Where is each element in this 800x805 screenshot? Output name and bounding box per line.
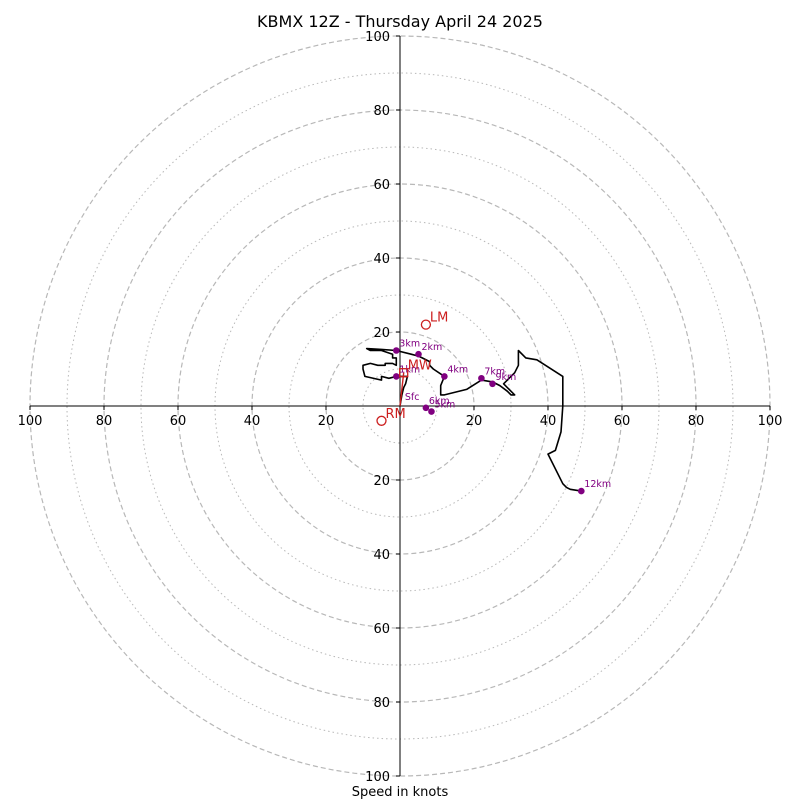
x-tick-label: 80 [688, 414, 705, 429]
storm-motion-vectors: LM MW RM [376, 311, 448, 426]
height-marker-dot [422, 404, 430, 412]
height-marker-dot [393, 373, 400, 380]
height-marker-label: 4km [447, 364, 468, 375]
x-tick-label: 100 [758, 414, 783, 429]
y-tick-label: 20 [373, 326, 390, 341]
storm-motion-marker [420, 319, 432, 330]
height-marker-label: 1km [399, 364, 420, 375]
y-tick-label: 100 [365, 30, 390, 45]
y-tick-label: 60 [373, 622, 390, 637]
chart-title: KBMX 12Z - Thursday April 24 2025 [257, 12, 543, 31]
mean-wind-vector [399, 372, 405, 407]
y-tick-label: 100 [365, 770, 390, 785]
height-marker-dot [441, 373, 448, 380]
height-marker-label: 5km [434, 400, 455, 411]
x-tick-label: 60 [170, 414, 187, 429]
x-tick-label: 20 [318, 414, 335, 429]
mean-wind-marker [399, 368, 409, 378]
height-marker-label: 12km [584, 479, 611, 490]
y-tick-label: 80 [373, 696, 390, 711]
height-marker-label: 3km [399, 339, 420, 350]
height-marker-label: 7km [484, 366, 505, 377]
height-marker-dot [478, 374, 485, 382]
height-marker-label: 6km [429, 396, 450, 407]
storm-motion-label: LM [430, 311, 448, 326]
y-tick-label: 40 [373, 548, 390, 563]
x-tick-label: 40 [244, 414, 261, 429]
x-tick-label: 80 [96, 414, 113, 429]
y-tick-label: 60 [373, 178, 390, 193]
storm-motion-label: RM [386, 407, 406, 422]
x-tick-label: 60 [614, 414, 631, 429]
hodograph-line [362, 347, 582, 492]
height-marker-dot [489, 380, 496, 388]
x-axis-label: Speed in knots [352, 785, 449, 800]
height-marker-dot [393, 347, 400, 354]
y-tick-labels: 100 80 60 40 20 20 40 60 80 100 [365, 30, 400, 785]
y-tick-label: 40 [373, 252, 390, 267]
height-marker-label: 2km [422, 342, 443, 353]
height-marker-dot [428, 408, 435, 415]
hodograph-series [362, 347, 582, 492]
x-tick-label: 40 [540, 414, 557, 429]
y-tick-label: 20 [373, 474, 390, 489]
x-tick-labels: 100 80 60 40 20 20 40 60 80 100 [18, 406, 783, 429]
storm-motion-label: MW [408, 359, 432, 374]
x-tick-label: 20 [466, 414, 483, 429]
height-marker-label: 9km [496, 372, 517, 383]
y-tick-label: 80 [373, 104, 390, 119]
x-tick-label: 100 [18, 414, 43, 429]
storm-motion-marker [376, 415, 387, 426]
height-marker-dot [578, 487, 585, 495]
height-marker-dot [415, 350, 422, 358]
height-marker-label: Sfc [405, 392, 420, 403]
